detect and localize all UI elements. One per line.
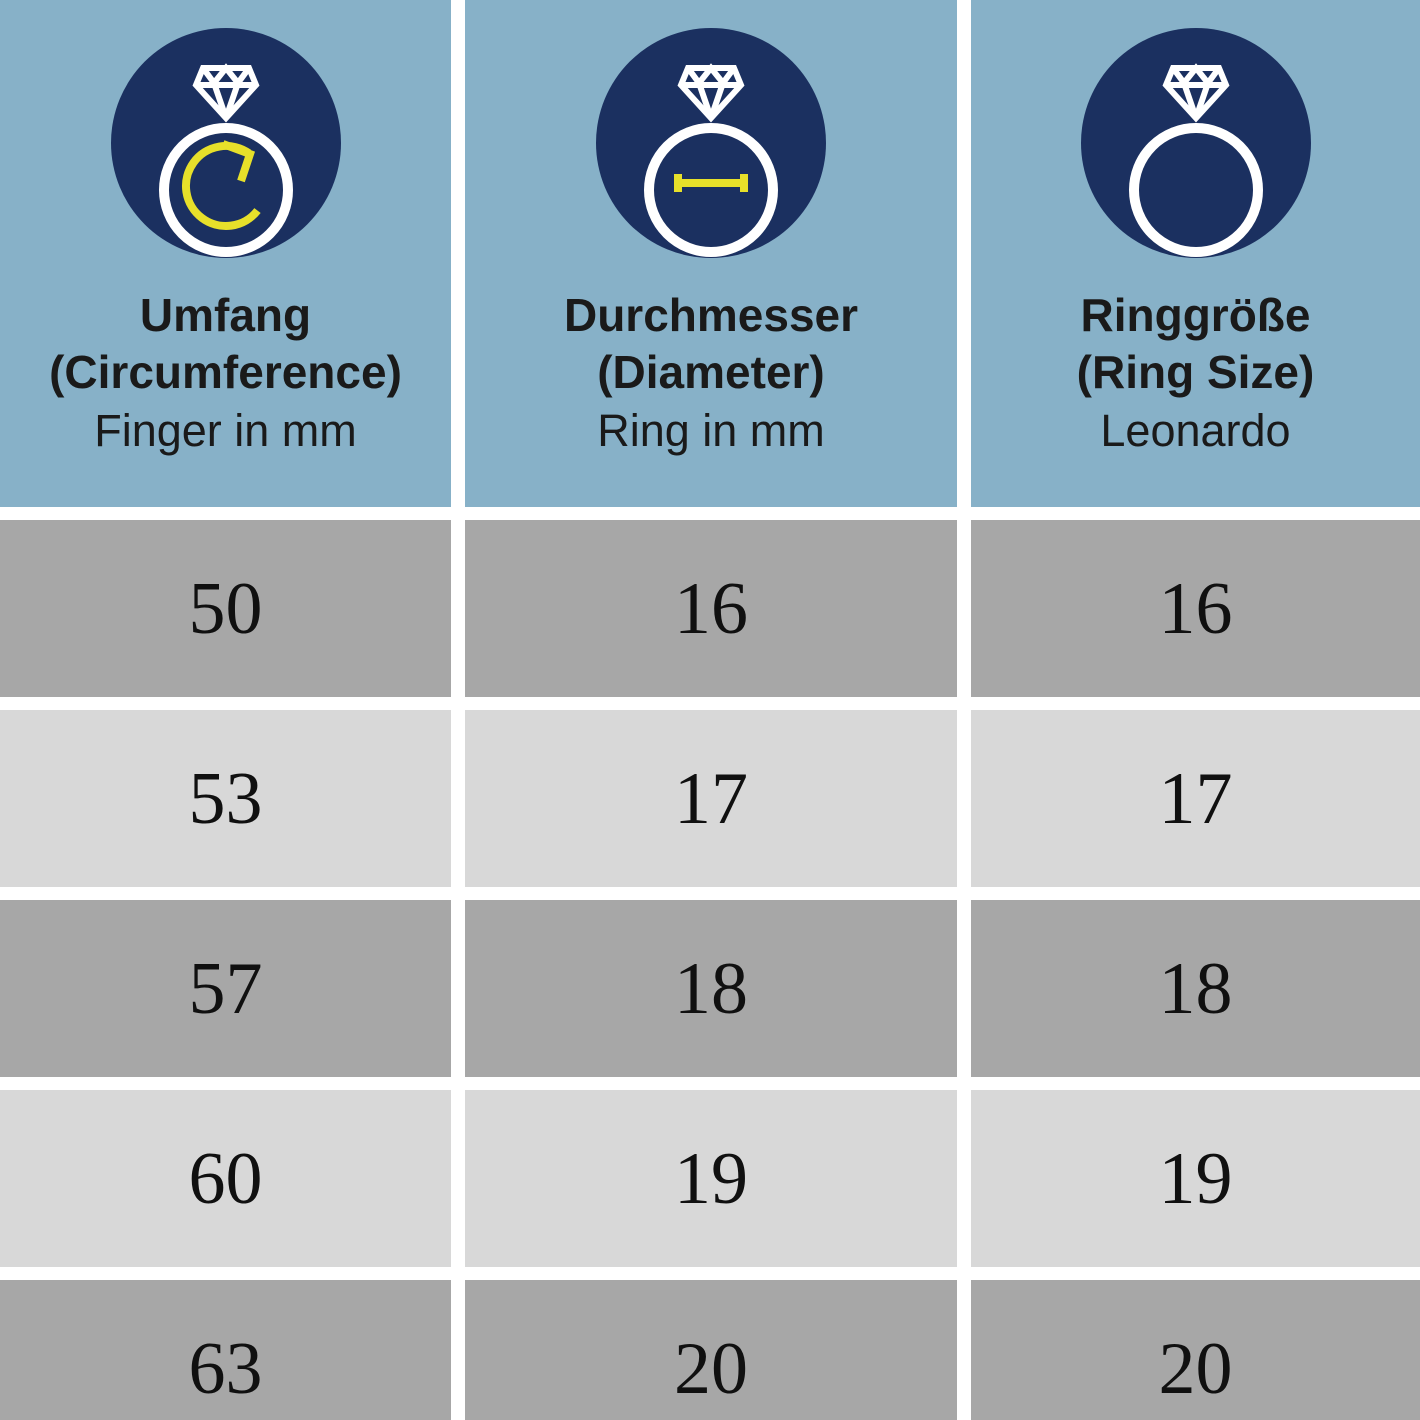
column-header-text: Durchmesser (Diameter) Ring in mm (564, 287, 858, 461)
ring-circumference-icon (110, 28, 341, 258)
column-title-translation: (Circumference) (49, 346, 402, 398)
table-cell: 17 (465, 710, 957, 887)
table-cell: 63 (0, 1280, 451, 1420)
table-cell: 16 (465, 520, 957, 697)
table-cell: 60 (0, 1090, 451, 1267)
column-title: Ringgröße (1080, 289, 1311, 341)
ring-glyph (644, 123, 778, 257)
table-cell: 57 (0, 900, 451, 1077)
diamond-glyph (192, 63, 259, 123)
table-cell: 20 (971, 1280, 1420, 1420)
table-cell: 18 (971, 900, 1420, 1077)
column-subtitle: Leonardo (1100, 405, 1291, 456)
ring-size-icon (1080, 28, 1311, 258)
ring-glyph (158, 123, 293, 257)
table-cell: 20 (465, 1280, 957, 1420)
ring-diameter-icon (596, 28, 826, 258)
rotation-arrow-glyph (181, 140, 261, 230)
table-cell: 19 (971, 1090, 1420, 1267)
column-header-ring-size: Ringgröße (Ring Size) Leonardo (971, 0, 1420, 507)
diamond-glyph (1162, 63, 1229, 123)
column-header-text: Ringgröße (Ring Size) Leonardo (1077, 287, 1315, 461)
column-title-translation: (Ring Size) (1076, 346, 1315, 398)
column-subtitle: Ring in mm (597, 405, 825, 456)
column-subtitle: Finger in mm (94, 405, 357, 456)
column-title-translation: (Diameter) (597, 346, 825, 398)
diamond-glyph (677, 63, 745, 123)
diameter-line-glyph (674, 174, 748, 192)
ring-glyph (1128, 123, 1263, 257)
column-header-text: Umfang (Circumference) Finger in mm (49, 287, 402, 461)
table-cell: 16 (971, 520, 1420, 697)
column-header-circumference: Umfang (Circumference) Finger in mm (0, 0, 451, 507)
column-title: Umfang (139, 289, 312, 341)
table-cell: 50 (0, 520, 451, 697)
column-title: Durchmesser (563, 289, 859, 341)
column-header-diameter: Durchmesser (Diameter) Ring in mm (465, 0, 957, 507)
table-cell: 19 (465, 1090, 957, 1267)
table-cell: 17 (971, 710, 1420, 887)
table-cell: 18 (465, 900, 957, 1077)
table-cell: 53 (0, 710, 451, 887)
